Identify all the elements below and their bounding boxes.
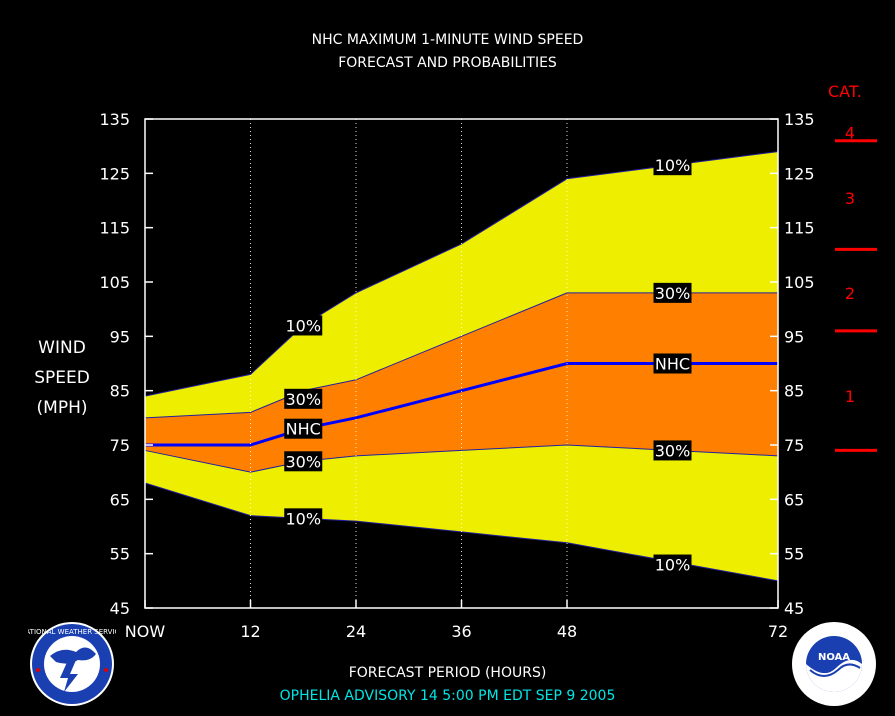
noaa-logo-text: NOAA [818, 652, 850, 663]
y-axis-label-line1: WIND [38, 338, 86, 358]
y-tick-label-right: 75 [784, 436, 804, 455]
y-tick-label-right: 105 [784, 273, 815, 292]
data-label-box [284, 315, 323, 336]
data-label-box [284, 418, 323, 439]
category-title: CAT. [828, 82, 862, 101]
nws-logo-icon: NATIONAL WEATHER SERVICE [28, 622, 116, 706]
data-label: 10% [655, 156, 691, 175]
y-tick-label-left: 45 [110, 599, 130, 618]
x-tick-label: 36 [451, 622, 471, 641]
data-label-box [653, 554, 692, 575]
nws-logo-text: NATIONAL WEATHER SERVICE [28, 628, 116, 636]
y-tick-label-left: 95 [110, 327, 130, 346]
data-label: NHC [286, 420, 321, 439]
y-tick-label-right: 45 [784, 599, 804, 618]
data-label-box [284, 508, 323, 529]
y-tick-label-left: 55 [110, 545, 130, 564]
y-axis-label-line3: (MPH) [36, 398, 88, 418]
y-tick-label-right: 55 [784, 545, 804, 564]
data-label: 30% [285, 452, 321, 471]
y-tick-label-right: 125 [784, 164, 815, 183]
y-tick-label-left: 65 [110, 490, 130, 509]
x-tick-label: 72 [768, 622, 788, 641]
y-tick-label-right: 95 [784, 327, 804, 346]
data-label-box [284, 388, 323, 409]
category-label-4: 4 [845, 124, 855, 143]
data-label-box [653, 155, 692, 176]
chart-title: NHC MAXIMUM 1-MINUTE WIND SPEED [311, 32, 584, 48]
data-label: 30% [655, 284, 691, 303]
data-label: 10% [285, 316, 321, 335]
advisory-footer: OPHELIA ADVISORY 14 5:00 PM EDT SEP 9 20… [279, 688, 616, 704]
y-tick-label-left: 105 [99, 273, 130, 292]
y-tick-label-right: 135 [784, 110, 815, 129]
data-label: 10% [655, 556, 691, 575]
y-tick-label-left: 115 [99, 219, 130, 238]
y-tick-label-left: 75 [110, 436, 130, 455]
x-tick-label: NOW [125, 622, 166, 641]
y-axis-label-line2: SPEED [34, 368, 90, 388]
x-tick-label: 48 [557, 622, 577, 641]
data-label-box [653, 353, 692, 374]
y-tick-label-left: 125 [99, 164, 130, 183]
data-label: 10% [285, 509, 321, 528]
data-label-box [284, 451, 323, 472]
category-label-2: 2 [845, 284, 855, 303]
data-label: 30% [655, 441, 691, 460]
data-label-box [653, 282, 692, 303]
y-tick-label-right: 85 [784, 382, 804, 401]
noaa-logo-icon: NOAA [792, 622, 876, 706]
y-tick-label-right: 65 [784, 490, 804, 509]
data-label: NHC [655, 355, 690, 374]
data-label-box [653, 440, 692, 461]
category-label-3: 3 [845, 189, 855, 208]
data-label: 30% [285, 390, 321, 409]
y-tick-label-right: 115 [784, 219, 815, 238]
x-tick-label: 12 [240, 622, 260, 641]
band-edge-line-0 [144, 151, 779, 397]
category-label-1: 1 [845, 387, 855, 406]
x-tick-label: 24 [346, 622, 366, 641]
x-axis-label: FORECAST PERIOD (HOURS) [348, 665, 547, 681]
y-tick-label-left: 135 [99, 110, 130, 129]
y-tick-label-left: 85 [110, 382, 130, 401]
chart-subtitle: FORECAST AND PROBABILITIES [338, 55, 557, 71]
